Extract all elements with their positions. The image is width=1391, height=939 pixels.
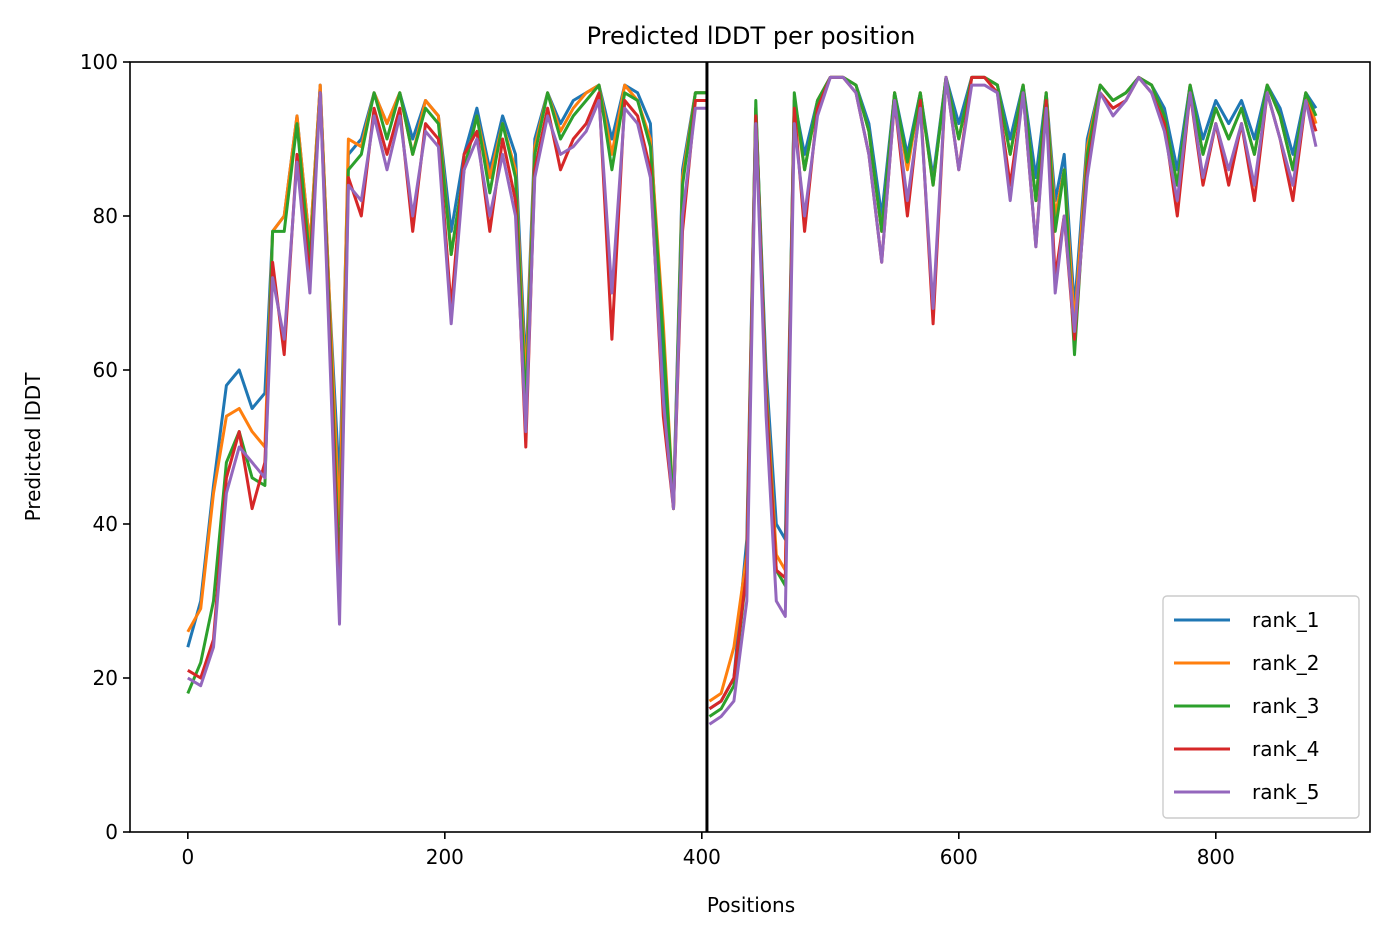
plot-frame (129, 61, 1371, 833)
x-tick-label: 600 (940, 845, 978, 869)
series-line-rank_5-segment-4 (187, 91, 707, 688)
x-axis: 0 200 400 600 800 (181, 832, 1235, 869)
chart-title: Predicted lDDT per position (587, 22, 916, 50)
y-axis-title: Predicted lDDT (21, 372, 45, 522)
legend-frame (1162, 595, 1360, 819)
series-layer (186, 75, 1318, 726)
y-tick-label: 0 (105, 820, 118, 844)
y-tick-label: 80 (93, 204, 118, 228)
legend-label-rank_4: rank_4 (1252, 737, 1319, 761)
series-line-rank_1-segment-0 (186, 83, 707, 648)
legend: rank_1 rank_2 rank_3 rank_4 rank_5 (1162, 595, 1360, 819)
legend-label-rank_2: rank_2 (1252, 651, 1319, 675)
x-tick-label: 0 (181, 845, 194, 869)
x-tick-label: 800 (1197, 845, 1235, 869)
x-axis-title: Positions (707, 893, 795, 917)
x-tick-label: 200 (426, 845, 464, 869)
y-axis: 0 20 40 60 80 100 (80, 50, 130, 844)
y-tick-label: 40 (93, 512, 118, 536)
legend-label-rank_5: rank_5 (1252, 780, 1319, 804)
y-tick-label: 20 (93, 666, 118, 690)
legend-label-rank_1: rank_1 (1252, 608, 1319, 632)
series-line-rank_5-segment-9 (708, 75, 1318, 726)
y-tick-label: 100 (80, 50, 118, 74)
series-line-rank_3-segment-2 (186, 83, 707, 694)
legend-label-rank_3: rank_3 (1252, 694, 1319, 718)
x-tick-label: 400 (683, 845, 721, 869)
series-line-rank_3-segment-7 (708, 75, 1318, 718)
y-tick-label: 60 (93, 358, 118, 382)
